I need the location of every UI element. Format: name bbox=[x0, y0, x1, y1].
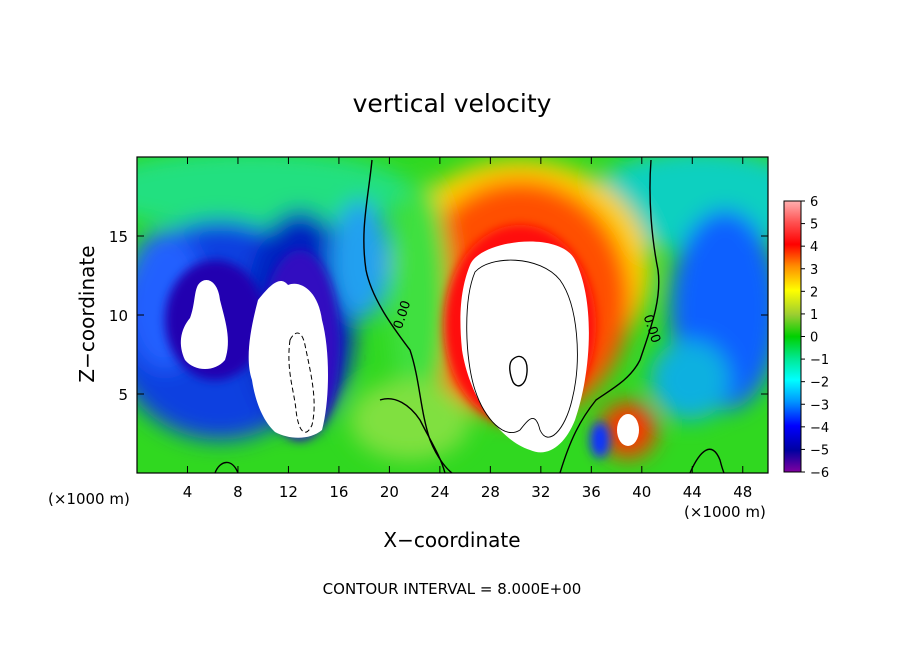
x-tick-label: 44 bbox=[683, 483, 702, 501]
x-axis-unit: (×1000 m) bbox=[684, 503, 766, 521]
x-tick-label: 32 bbox=[531, 483, 550, 501]
x-tick-label: 48 bbox=[733, 483, 752, 501]
x-tick-label: 20 bbox=[380, 483, 399, 501]
colorbar-label: −1 bbox=[810, 353, 829, 368]
colorbar-label: −6 bbox=[810, 466, 829, 481]
colorbar-label: 4 bbox=[810, 240, 818, 255]
colorbar bbox=[783, 200, 802, 473]
colorbar-label: 6 bbox=[810, 195, 818, 210]
colorbar-label: 5 bbox=[810, 218, 818, 233]
colorbar-label: 3 bbox=[810, 263, 818, 278]
y-axis: 5 10 15 bbox=[109, 228, 768, 404]
colorbar-label: −2 bbox=[810, 376, 829, 391]
x-tick-label: 24 bbox=[430, 483, 449, 501]
colorbar-label: 1 bbox=[810, 308, 818, 323]
chart-title: vertical velocity bbox=[353, 89, 552, 118]
x-tick-label: 16 bbox=[329, 483, 348, 501]
y-axis-unit: (×1000 m) bbox=[48, 490, 130, 508]
colorbar-label: 0 bbox=[810, 331, 818, 346]
y-tick-label: 10 bbox=[109, 307, 128, 325]
x-tick-label: 12 bbox=[279, 483, 298, 501]
colorbar-label: −3 bbox=[810, 398, 829, 413]
x-axis-title: X−coordinate bbox=[383, 528, 520, 552]
x-tick-label: 4 bbox=[183, 483, 193, 501]
heatmap-field: 0.00 0.00 bbox=[137, 157, 768, 473]
colorbar-label: −5 bbox=[810, 443, 829, 458]
colorbar-label: −4 bbox=[810, 421, 829, 436]
x-tick-label: 28 bbox=[481, 483, 500, 501]
y-axis-title: Z−coordinate bbox=[75, 245, 99, 382]
x-axis: 4 8 12 16 20 24 28 32 36 40 44 48 bbox=[183, 157, 752, 501]
y-tick-label: 15 bbox=[109, 228, 128, 246]
x-tick-label: 8 bbox=[233, 483, 243, 501]
contour-interval: CONTOUR INTERVAL = 8.000E+00 bbox=[323, 580, 582, 598]
x-tick-label: 40 bbox=[632, 483, 651, 501]
x-tick-label: 36 bbox=[582, 483, 601, 501]
colorbar-labels: 6 5 4 3 2 1 0 −1 −2 −3 −4 −5 −6 bbox=[801, 195, 829, 481]
colorbar-label: 2 bbox=[810, 285, 818, 300]
y-tick-label: 5 bbox=[118, 386, 128, 404]
